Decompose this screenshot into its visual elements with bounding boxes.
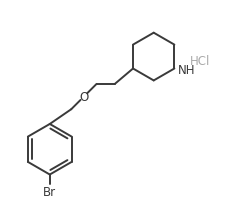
- Text: O: O: [79, 91, 89, 104]
- Text: NH: NH: [178, 64, 195, 77]
- Text: Br: Br: [43, 185, 56, 198]
- Text: HCl: HCl: [190, 55, 210, 68]
